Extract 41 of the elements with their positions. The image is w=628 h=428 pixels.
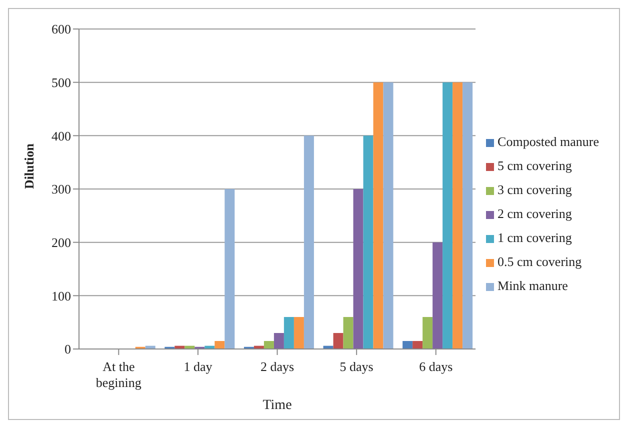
y-tick-label: 100 [52, 288, 71, 304]
y-tick-label: 200 [52, 234, 71, 250]
bar [274, 333, 284, 349]
legend-label: Mink manure [498, 278, 568, 293]
bar [353, 189, 364, 349]
y-tick-label: 0 [64, 342, 71, 357]
bar [462, 82, 473, 349]
x-tick-label: 1 day [184, 359, 213, 374]
y-tick-label: 400 [52, 128, 71, 144]
bar [224, 189, 235, 349]
bar [284, 317, 294, 349]
x-tick-label: 6 days [419, 359, 453, 374]
x-tick-label: 5 days [340, 359, 374, 374]
legend-label: 2 cm covering [498, 206, 572, 221]
bar [363, 136, 374, 349]
legend-label: 3 cm covering [498, 182, 572, 197]
legend-label: Composted manure [498, 134, 599, 149]
x-tick-label: At the begining [96, 359, 142, 390]
x-axis-title: Time [262, 398, 292, 413]
bar [304, 136, 314, 349]
legend-label: 1 cm covering [498, 230, 572, 245]
bar [412, 341, 423, 349]
y-axis-title: Dilution [22, 142, 37, 189]
bar [333, 333, 344, 349]
bar [383, 82, 394, 349]
bar [422, 317, 433, 349]
bar [442, 82, 453, 349]
bar [432, 242, 443, 349]
bar [373, 82, 384, 349]
legend-label: 5 cm covering [498, 158, 572, 173]
bar [294, 317, 304, 349]
y-tick-label: 500 [52, 74, 71, 90]
bar [452, 82, 463, 349]
y-tick-label: 300 [52, 182, 71, 197]
x-tick-label: 2 days [260, 359, 294, 374]
bar [214, 341, 225, 349]
bar [402, 341, 413, 349]
legend-label: 0.5 cm covering [498, 254, 582, 269]
y-tick-label: 600 [52, 22, 71, 37]
bar [343, 317, 354, 349]
bar [264, 341, 274, 349]
